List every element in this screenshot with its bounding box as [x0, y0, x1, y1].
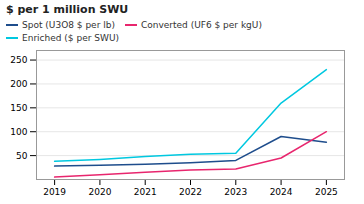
svg-text:2019: 2019 — [43, 187, 66, 197]
html-text:Enriched ($ per SWU): Enriched ($ per SWU) — [22, 33, 119, 43]
html-text:Converted (UF6 $ per kgU): Converted (UF6 $ per kgU) — [141, 20, 262, 30]
svg-text:2021: 2021 — [134, 187, 157, 197]
svg-text:150: 150 — [10, 103, 27, 113]
svg-text:200: 200 — [10, 79, 27, 89]
html-text:Spot (U3O8 $ per lb): Spot (U3O8 $ per lb) — [22, 20, 115, 30]
svg-text:100: 100 — [10, 127, 27, 137]
html-text:$ per 1 million SWU: $ per 1 million SWU — [6, 3, 129, 16]
svg-text:2024: 2024 — [270, 187, 293, 197]
svg-text:2025: 2025 — [315, 187, 338, 197]
svg-text:2022: 2022 — [179, 187, 202, 197]
svg-text:250: 250 — [10, 55, 27, 65]
svg-text:2023: 2023 — [224, 187, 247, 197]
svg-text:50: 50 — [16, 150, 28, 160]
svg-text:2020: 2020 — [88, 187, 111, 197]
